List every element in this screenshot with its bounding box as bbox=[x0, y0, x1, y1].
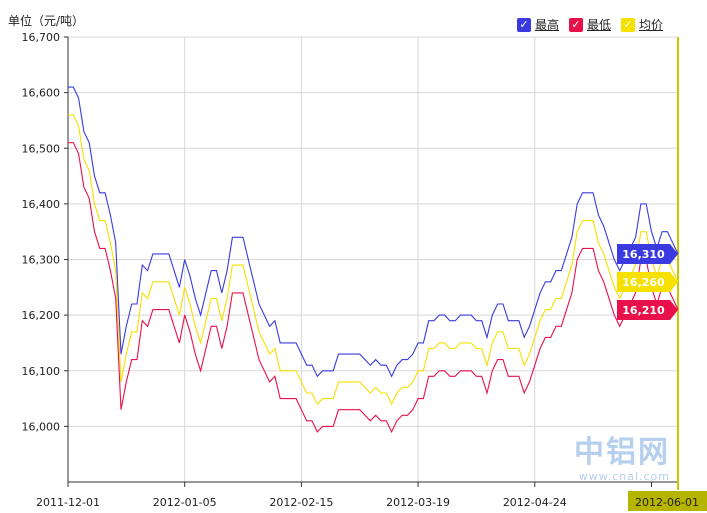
y-tick-label: 16,700 bbox=[22, 31, 61, 44]
y-tick-label: 16,100 bbox=[22, 365, 61, 378]
legend-item-low[interactable]: ✓ 最低 bbox=[568, 16, 611, 33]
watermark-url: www.cnal.com bbox=[578, 470, 670, 483]
y-tick-label: 16,300 bbox=[22, 254, 61, 267]
y-tick-label: 16,500 bbox=[22, 142, 61, 155]
y-tick-label: 16,200 bbox=[22, 309, 61, 322]
y-tick-label: 16,000 bbox=[22, 420, 61, 433]
unit-label: 单位（元/吨） bbox=[8, 14, 85, 28]
end-value-label: 16,310 bbox=[622, 248, 665, 261]
y-tick-label: 16,600 bbox=[22, 87, 61, 100]
legend-label: 均价 bbox=[638, 18, 663, 32]
series bbox=[68, 86, 679, 434]
checkbox-icon[interactable]: ✓ bbox=[568, 17, 583, 32]
grid bbox=[67, 36, 678, 482]
end-value-label: 16,210 bbox=[622, 304, 665, 317]
x-tick-label: 2012-03-19 bbox=[386, 496, 450, 509]
series-line bbox=[68, 114, 679, 406]
x-tick-label: 2012-06-01 bbox=[635, 496, 699, 509]
series-line bbox=[68, 142, 679, 434]
x-tick-label: 2012-04-24 bbox=[503, 496, 567, 509]
end-value-label: 16,260 bbox=[622, 276, 665, 289]
legend-label: 最高 bbox=[534, 18, 559, 32]
end-value-tag bbox=[617, 272, 678, 292]
x-tick-label-highlight bbox=[628, 491, 707, 511]
legend-label: 最低 bbox=[586, 18, 611, 32]
end-labels: 16,310 16,260 16,210 bbox=[617, 244, 678, 320]
series-line bbox=[68, 86, 679, 378]
x-tick-label: 2011-12-01 bbox=[36, 496, 100, 509]
legend: ✓ 最高 ✓ 最低 ✓ 均价 bbox=[516, 16, 663, 33]
y-tick-label: 16,400 bbox=[22, 198, 61, 211]
x-tick-label: 2012-02-15 bbox=[269, 496, 333, 509]
end-value-tag bbox=[617, 300, 678, 320]
axes: 16,000 16,100 16,200 16,300 16,400 16,500 16,6… bbox=[22, 31, 707, 511]
end-value-tag bbox=[617, 244, 678, 264]
x-tick-label: 2012-01-05 bbox=[153, 496, 217, 509]
legend-item-high[interactable]: ✓ 最高 bbox=[516, 16, 559, 33]
checkbox-icon[interactable]: ✓ bbox=[516, 17, 531, 32]
watermark-name: 中铝网 bbox=[574, 435, 670, 470]
watermark-logo: 中铝网 www.cnal.com bbox=[574, 435, 670, 484]
checkbox-icon[interactable]: ✓ bbox=[620, 17, 635, 32]
legend-item-avg[interactable]: ✓ 均价 bbox=[620, 16, 663, 33]
